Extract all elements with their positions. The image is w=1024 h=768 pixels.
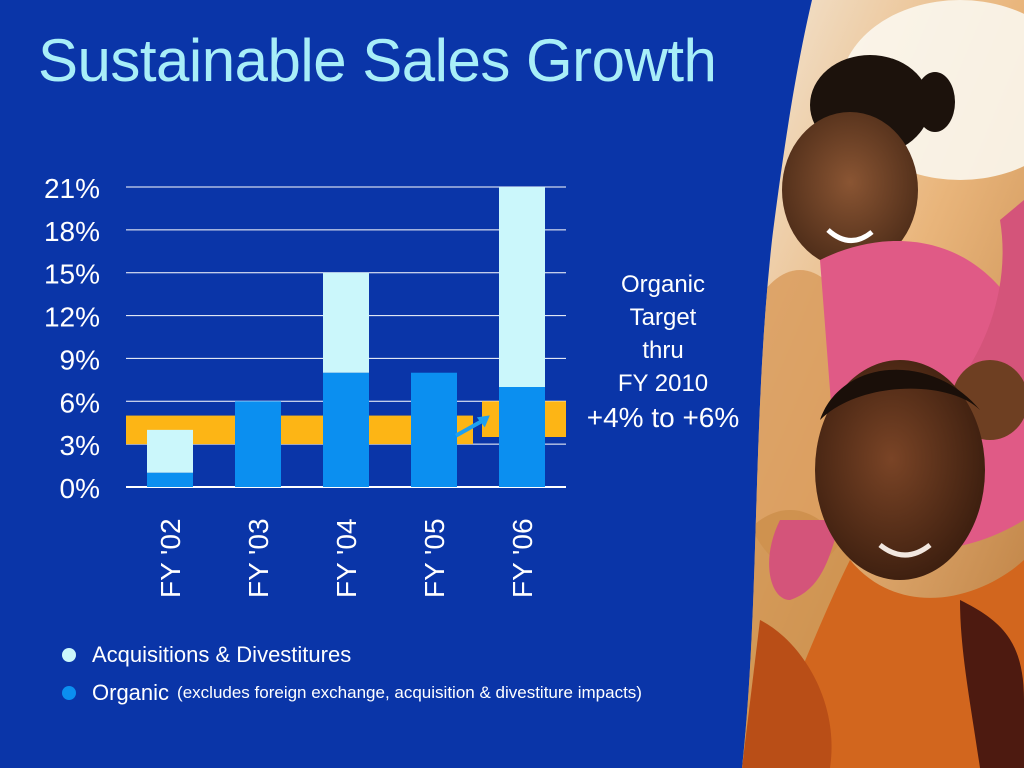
legend-dot-icon [62, 648, 76, 662]
legend-dot-icon [62, 686, 76, 700]
slide-title: Sustainable Sales Growth [38, 27, 717, 94]
bar-organic [411, 372, 457, 487]
bars [147, 187, 545, 487]
legend-item-organic: Organic (excludes foreign exchange, acqu… [62, 674, 642, 712]
target-line: Target [629, 304, 697, 331]
y-tick-label: 9% [60, 344, 100, 375]
legend-label: Organic [92, 680, 170, 705]
x-tick-label: FY '03 [243, 518, 274, 598]
legend: Acquisitions & Divestitures Organic (exc… [62, 636, 642, 712]
x-tick-label: FY '02 [155, 518, 186, 598]
bar-acquisitions [499, 187, 545, 387]
legend-label: Acquisitions & Divestitures [92, 642, 352, 667]
y-tick-label: 12% [44, 302, 100, 333]
target-line: Organic [620, 271, 706, 298]
target-range: +4% to +6% [586, 402, 740, 433]
bar-organic [235, 401, 281, 487]
x-axis-ticks: FY '02 FY '03 FY '04 FY '05 FY '06 [155, 518, 538, 598]
bar-organic [323, 372, 369, 487]
legend-note: (excludes foreign exchange, acquisition … [177, 683, 642, 702]
target-line: thru [642, 337, 684, 364]
y-tick-label: 3% [60, 430, 100, 461]
bar-organic [147, 472, 193, 487]
arrow-head-icon [476, 415, 490, 428]
target-arrow [455, 415, 490, 438]
y-tick-label: 18% [44, 216, 100, 247]
x-tick-label: FY '05 [419, 518, 450, 598]
bar-acquisitions [323, 272, 369, 373]
y-tick-label: 6% [60, 387, 100, 418]
y-tick-label: 0% [60, 473, 100, 504]
y-tick-label: 15% [44, 259, 100, 290]
organic-target-callout: Organic Target thru FY 2010 +4% to +6% [560, 268, 766, 436]
target-line: FY 2010 [617, 370, 709, 397]
legend-item-acquisitions: Acquisitions & Divestitures [62, 636, 642, 674]
x-tick-label: FY '06 [507, 518, 538, 598]
y-axis-ticks: 0% 3% 6% 9% 12% 15% 18% 21% [44, 173, 100, 504]
x-tick-label: FY '04 [331, 518, 362, 598]
y-tick-label: 21% [44, 173, 100, 204]
bar-acquisitions [147, 429, 193, 473]
bar-organic [499, 387, 545, 487]
